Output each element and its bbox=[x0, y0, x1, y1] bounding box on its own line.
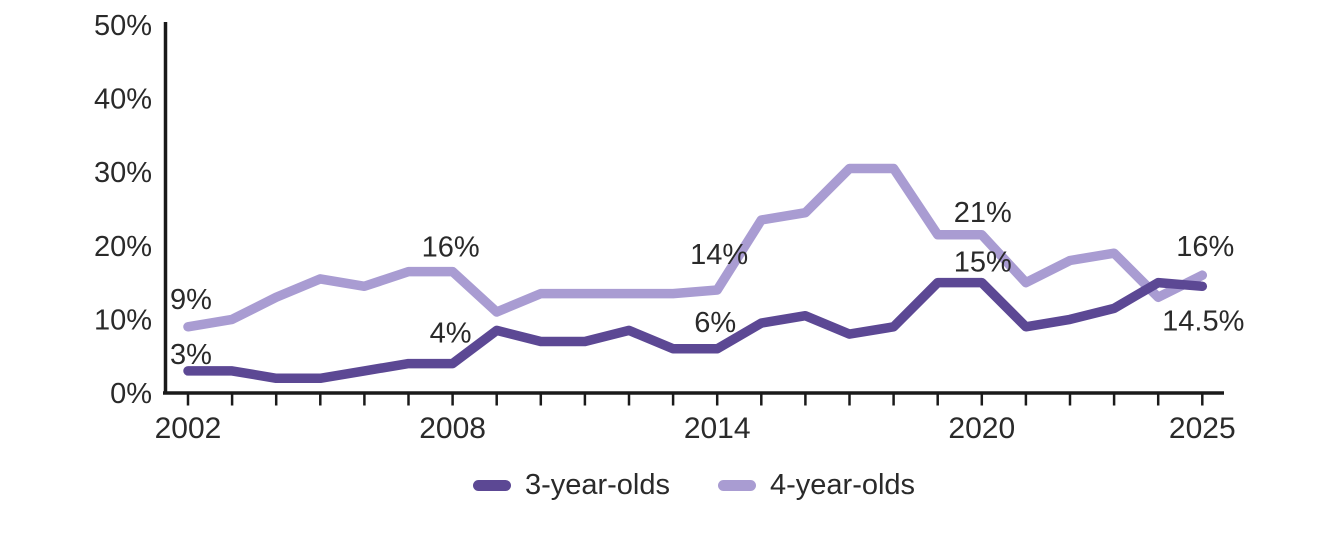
legend-label: 3-year-olds bbox=[524, 468, 670, 501]
x-tick-label: 2025 bbox=[1169, 412, 1236, 445]
data-label: 3% bbox=[170, 339, 212, 371]
x-axis-labels: 2002 2008 2014 2020 2025 bbox=[155, 412, 1236, 445]
y-tick-label: 40% bbox=[94, 84, 152, 116]
data-label: 21% bbox=[954, 197, 1012, 229]
chart-legend: 3-year-olds 4-year-olds bbox=[164, 464, 1224, 506]
data-label: 14% bbox=[690, 239, 748, 271]
legend-label: 4-year-olds bbox=[770, 468, 916, 501]
y-tick-label: 0% bbox=[110, 378, 152, 410]
legend-swatch-3-year-olds-icon bbox=[472, 479, 511, 491]
series-line-3-year-olds bbox=[183, 277, 1208, 384]
data-label: 14.5% bbox=[1162, 305, 1244, 337]
data-labels: 9% 3% 16% 4% 14% 6% 21% 15% 16% 14.5% bbox=[170, 197, 1244, 371]
y-tick-label: 30% bbox=[94, 157, 152, 189]
x-axis-ticks bbox=[186, 394, 1204, 406]
data-label: 4% bbox=[430, 318, 472, 350]
legend-item-3-year-olds: 3-year-olds bbox=[472, 468, 670, 502]
x-tick-label: 2008 bbox=[419, 412, 486, 445]
legend-item-4-year-olds: 4-year-olds bbox=[718, 469, 915, 502]
data-label: 9% bbox=[170, 284, 212, 316]
y-tick-label: 50% bbox=[94, 10, 152, 42]
legend-swatch-4-year-olds-icon bbox=[718, 479, 756, 491]
data-label: 16% bbox=[1176, 231, 1234, 263]
data-label: 6% bbox=[694, 307, 736, 339]
y-tick-label: 20% bbox=[94, 231, 152, 263]
y-axis-labels: 0% 10% 20% 30% 40% 50% bbox=[94, 10, 152, 410]
x-tick-label: 2002 bbox=[155, 412, 222, 445]
x-tick-label: 2020 bbox=[948, 412, 1015, 445]
series-line-4-year-olds bbox=[183, 163, 1208, 332]
x-tick-label: 2014 bbox=[684, 412, 751, 445]
data-label: 16% bbox=[422, 232, 480, 264]
data-label: 15% bbox=[954, 247, 1012, 279]
y-tick-label: 10% bbox=[94, 304, 152, 336]
